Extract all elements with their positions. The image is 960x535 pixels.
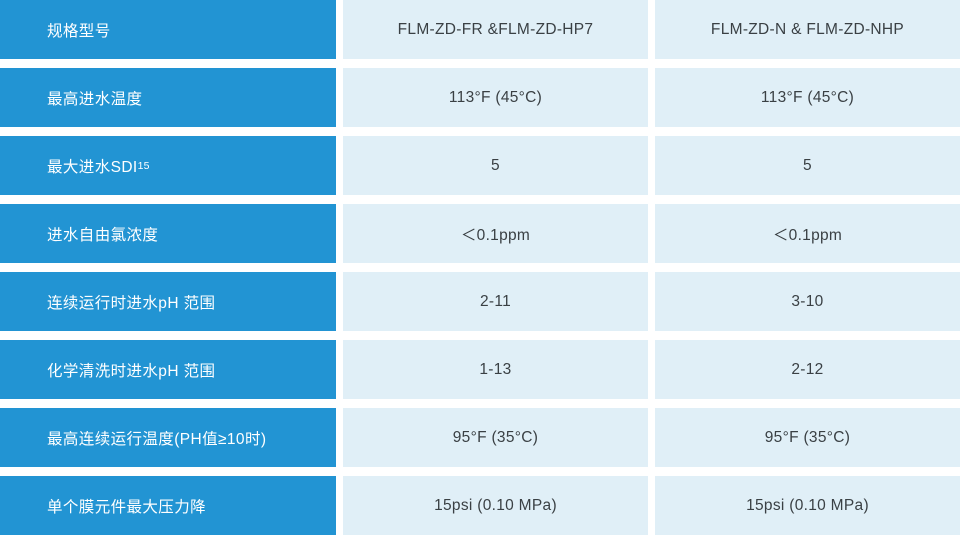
- row-value-model-a: 2-11: [343, 272, 648, 331]
- row-value-model-b: 15psi (0.10 MPa): [655, 476, 960, 535]
- row-value-model-a: 15psi (0.10 MPa): [343, 476, 648, 535]
- row-value-model-a: 95°F (35°C): [343, 408, 648, 467]
- row-value-model-b: 3-10: [655, 272, 960, 331]
- row-label: 最大进水SDI 15: [0, 136, 336, 195]
- row-label-text: 单个膜元件最大压力降: [47, 498, 207, 516]
- row-label-text: 进水自由氯浓度: [47, 226, 159, 244]
- row-value-model-a: 113°F (45°C): [343, 68, 648, 127]
- column-header-spec: 规格型号: [0, 0, 336, 59]
- row-label-text: 化学清洗时进水pH 范围: [47, 362, 216, 380]
- row-label: 化学清洗时进水pH 范围: [0, 340, 336, 399]
- column-header-model-a-label: FLM-ZD-FR &FLM-ZD-HP7: [397, 20, 594, 38]
- table-row: 最大进水SDI 15 5 5: [0, 136, 960, 195]
- column-header-model-b: FLM-ZD-N & FLM-ZD-NHP: [655, 0, 960, 59]
- row-value-model-b-text: 15psi (0.10 MPa): [746, 496, 869, 514]
- row-value-model-b: 2-12: [655, 340, 960, 399]
- table-row: 最高进水温度 113°F (45°C) 113°F (45°C): [0, 68, 960, 127]
- row-label: 最高进水温度: [0, 68, 336, 127]
- row-label: 进水自由氯浓度: [0, 204, 336, 263]
- table-row: 进水自由氯浓度 ＜0.1ppm ＜0.1ppm: [0, 204, 960, 263]
- row-value-model-a: 1-13: [343, 340, 648, 399]
- row-value-model-b: 95°F (35°C): [655, 408, 960, 467]
- row-value-model-a-text: 2-11: [479, 292, 512, 310]
- row-value-model-a-text: 15psi (0.10 MPa): [434, 496, 557, 514]
- row-label-text: 最高连续运行温度(PH值≥10时): [47, 430, 267, 448]
- table-row: 化学清洗时进水pH 范围 1-13 2-12: [0, 340, 960, 399]
- row-value-model-b-text: 2-12: [791, 360, 824, 378]
- row-value-model-b-text: 113°F (45°C): [760, 88, 855, 106]
- row-label-text: 连续运行时进水pH 范围: [47, 294, 216, 312]
- row-value-model-b-text: ＜0.1ppm: [772, 226, 843, 244]
- table-row: 单个膜元件最大压力降 15psi (0.10 MPa) 15psi (0.10 …: [0, 476, 960, 535]
- row-value-model-b: 5: [655, 136, 960, 195]
- column-header-model-a: FLM-ZD-FR &FLM-ZD-HP7: [343, 0, 648, 59]
- row-value-model-a: ＜0.1ppm: [343, 204, 648, 263]
- row-value-model-b-text: 3-10: [791, 292, 824, 310]
- row-value-model-a-text: 1-13: [479, 360, 512, 378]
- row-value-model-a-text: 5: [491, 156, 500, 174]
- row-label: 单个膜元件最大压力降: [0, 476, 336, 535]
- row-value-model-b-text: 95°F (35°C): [764, 428, 851, 446]
- row-value-model-a-text: 113°F (45°C): [448, 88, 543, 106]
- row-label: 连续运行时进水pH 范围: [0, 272, 336, 331]
- row-value-model-a: 5: [343, 136, 648, 195]
- row-value-model-b: ＜0.1ppm: [655, 204, 960, 263]
- table-header-row: 规格型号 FLM-ZD-FR &FLM-ZD-HP7 FLM-ZD-N & FL…: [0, 0, 960, 59]
- row-label-text: 最高进水温度: [47, 90, 143, 108]
- row-label: 最高连续运行温度(PH值≥10时): [0, 408, 336, 467]
- row-value-model-b: 113°F (45°C): [655, 68, 960, 127]
- table-row: 连续运行时进水pH 范围 2-11 3-10: [0, 272, 960, 331]
- column-header-model-b-label: FLM-ZD-N & FLM-ZD-NHP: [710, 20, 905, 38]
- row-value-model-a-text: ＜0.1ppm: [460, 226, 531, 244]
- row-label-text: 最大进水SDI: [47, 158, 138, 176]
- row-value-model-a-text: 95°F (35°C): [452, 428, 539, 446]
- column-header-spec-label: 规格型号: [47, 22, 111, 40]
- table-row: 最高连续运行温度(PH值≥10时) 95°F (35°C) 95°F (35°C…: [0, 408, 960, 467]
- row-value-model-b-text: 5: [803, 156, 812, 174]
